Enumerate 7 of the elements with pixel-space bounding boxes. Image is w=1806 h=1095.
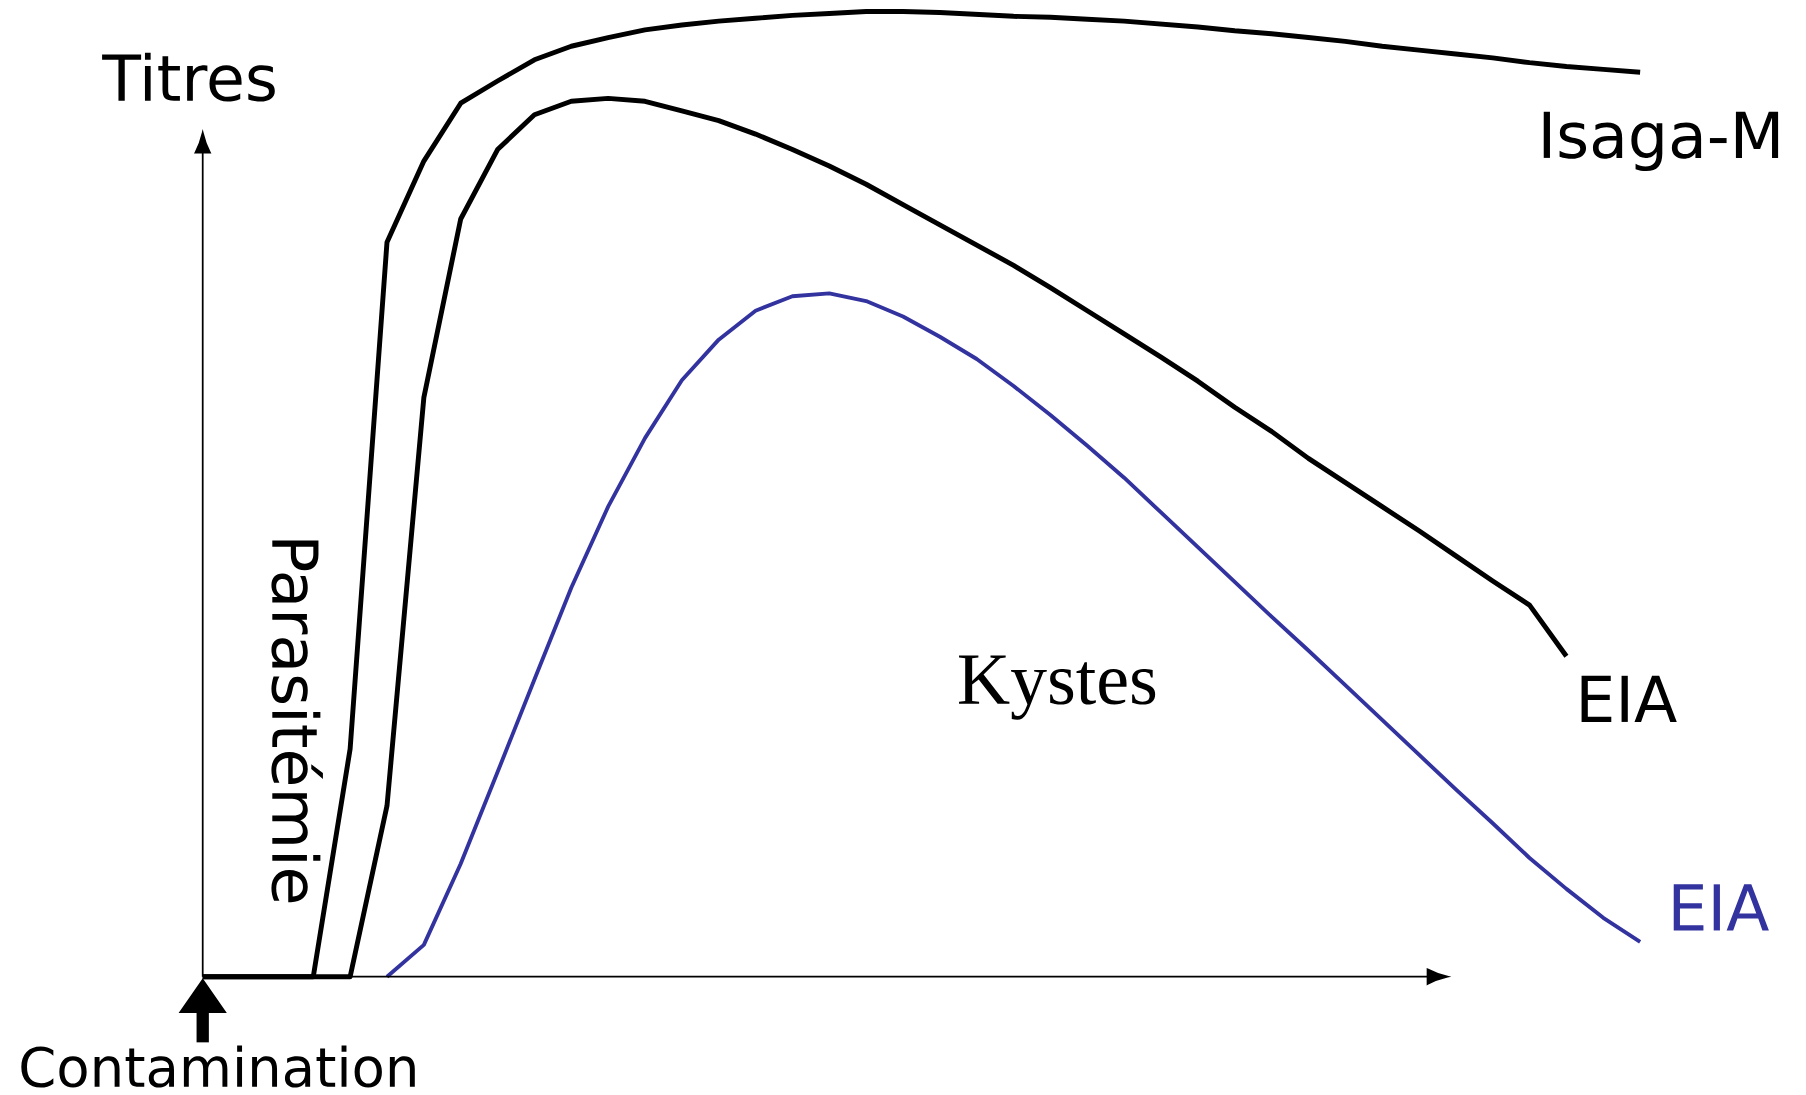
y-axis-title: Titres: [102, 52, 275, 102]
annotation: Parasitémie: [271, 540, 323, 902]
series-label: EIA: [1673, 884, 1769, 931]
text: Contamination: [21, 1045, 415, 1088]
series-label: Isaga-M: [1543, 111, 1779, 171]
annotation: Kystes: [959, 655, 1156, 720]
series-label: EIA: [1581, 675, 1677, 722]
